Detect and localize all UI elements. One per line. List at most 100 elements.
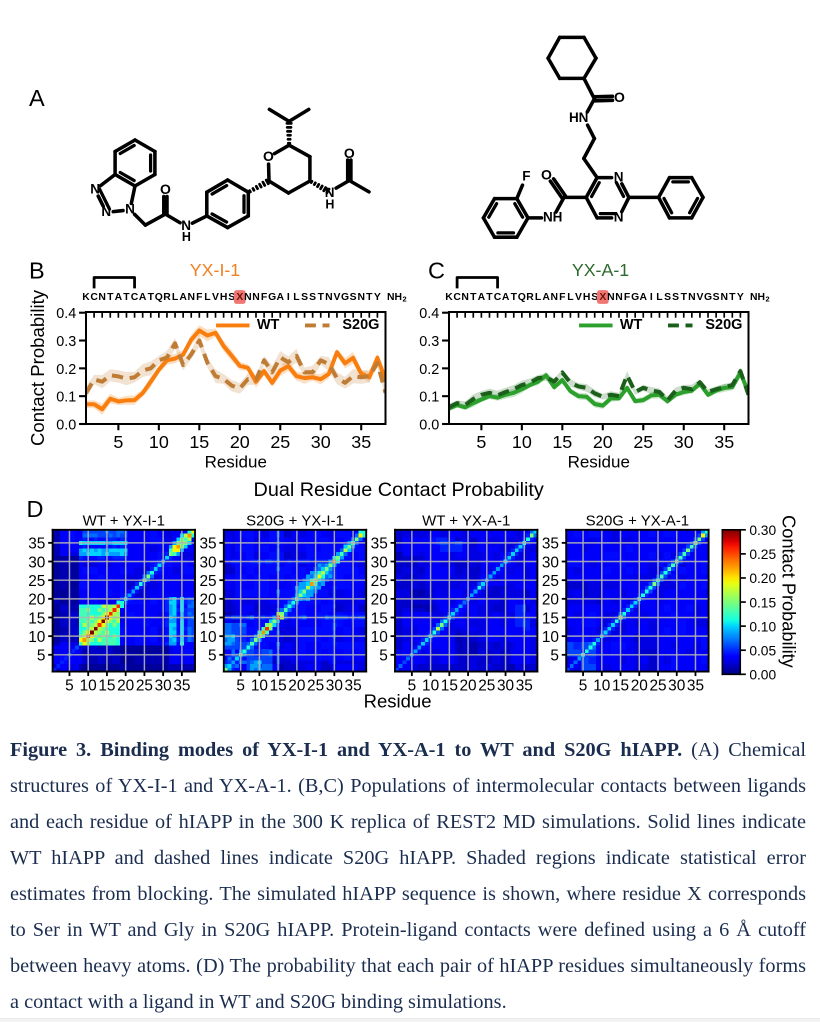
svg-text:L: L (293, 292, 300, 303)
svg-text:20: 20 (288, 678, 305, 695)
svg-text:0.0: 0.0 (56, 417, 76, 433)
svg-text:S20G: S20G (342, 317, 379, 333)
svg-text:15: 15 (270, 678, 287, 695)
svg-text:Dual Residue Contact Probabili: Dual Residue Contact Probability (254, 479, 544, 501)
svg-text:10: 10 (149, 432, 169, 452)
svg-text:25: 25 (199, 573, 216, 590)
svg-text:20: 20 (371, 592, 388, 609)
svg-text:0.4: 0.4 (419, 306, 439, 322)
svg-text:F: F (196, 292, 202, 303)
svg-text:5: 5 (579, 678, 588, 695)
svg-text:5: 5 (550, 648, 559, 665)
svg-text:35: 35 (28, 536, 45, 553)
svg-text:YX-A-1: YX-A-1 (572, 260, 629, 280)
svg-text:T: T (107, 292, 114, 303)
svg-text:A: A (502, 292, 510, 303)
svg-text:25: 25 (649, 678, 666, 695)
svg-text:R: R (163, 292, 171, 303)
svg-text:35: 35 (351, 432, 371, 452)
svg-text:35: 35 (371, 536, 388, 553)
svg-text:5: 5 (37, 648, 46, 665)
svg-text:C: C (131, 292, 139, 303)
svg-text:30: 30 (674, 432, 694, 452)
svg-text:20: 20 (460, 678, 477, 695)
svg-text:N: N (325, 185, 335, 200)
svg-text:L: L (535, 292, 542, 303)
svg-text:N: N (688, 292, 696, 303)
svg-text:V: V (696, 292, 703, 303)
svg-text:T: T (123, 292, 130, 303)
svg-text:T: T (366, 292, 373, 303)
svg-text:T: T (729, 292, 736, 303)
svg-text:35: 35 (173, 678, 190, 695)
svg-text:N: N (720, 292, 728, 303)
svg-text:15: 15 (98, 678, 115, 695)
svg-text:Q: Q (518, 292, 526, 303)
svg-text:Y: Y (737, 292, 744, 303)
svg-text:0.4: 0.4 (56, 306, 76, 322)
svg-text:A: A (277, 292, 285, 303)
svg-text:G: G (268, 292, 276, 303)
svg-text:20: 20 (28, 592, 45, 609)
svg-text:0.15: 0.15 (749, 595, 776, 610)
svg-text:NH: NH (750, 292, 765, 303)
svg-text:N: N (252, 292, 260, 303)
svg-text:O: O (541, 166, 552, 182)
svg-text:35: 35 (199, 536, 216, 553)
svg-text:30: 30 (668, 678, 685, 695)
svg-text:N: N (98, 292, 106, 303)
svg-text:0.1: 0.1 (419, 390, 439, 406)
svg-text:O: O (344, 145, 355, 161)
svg-text:0.10: 0.10 (749, 619, 776, 634)
svg-text:T: T (470, 292, 477, 303)
svg-text:25: 25 (28, 573, 45, 590)
svg-text:Contact Probability: Contact Probability (27, 289, 48, 446)
svg-text:30: 30 (497, 678, 514, 695)
svg-text:35: 35 (516, 678, 533, 695)
svg-text:WT: WT (257, 317, 280, 333)
svg-text:30: 30 (28, 554, 45, 571)
svg-text:F: F (522, 169, 530, 184)
svg-text:H: H (182, 230, 191, 244)
svg-text:0.00: 0.00 (749, 668, 776, 683)
svg-text:0.2: 0.2 (56, 362, 76, 378)
svg-text:20: 20 (542, 592, 559, 609)
svg-text:F: F (624, 292, 630, 303)
svg-text:25: 25 (542, 573, 559, 590)
svg-text:S: S (713, 292, 720, 303)
svg-text:YX-I-1: YX-I-1 (190, 260, 241, 280)
svg-text:NH: NH (387, 292, 402, 303)
svg-text:T: T (681, 292, 688, 303)
svg-text:S: S (591, 292, 598, 303)
svg-text:Residue: Residue (568, 452, 630, 471)
svg-text:WT + YX-I-1: WT + YX-I-1 (83, 513, 165, 530)
svg-text:30: 30 (371, 554, 388, 571)
svg-text:25: 25 (136, 678, 153, 695)
svg-text:S: S (672, 292, 679, 303)
svg-text:10: 10 (542, 629, 559, 646)
svg-text:WT + YX-A-1: WT + YX-A-1 (422, 513, 510, 530)
svg-text:H: H (325, 197, 334, 211)
svg-text:A: A (115, 292, 123, 303)
svg-text:15: 15 (199, 610, 216, 627)
svg-text:S20G + YX-A-1: S20G + YX-A-1 (586, 513, 690, 530)
svg-text:I: I (287, 292, 290, 303)
svg-text:Residue: Residue (205, 452, 267, 471)
svg-text:2: 2 (402, 294, 406, 303)
svg-text:0.0: 0.0 (419, 417, 439, 433)
svg-text:T: T (511, 292, 518, 303)
svg-text:N: N (90, 182, 100, 197)
svg-text:I: I (650, 292, 653, 303)
svg-text:HN: HN (569, 110, 589, 125)
svg-text:30: 30 (542, 554, 559, 571)
svg-text:D: D (27, 496, 44, 522)
svg-text:T: T (318, 292, 325, 303)
svg-text:5: 5 (236, 678, 245, 695)
svg-text:15: 15 (542, 610, 559, 627)
svg-text:10: 10 (422, 678, 439, 695)
svg-text:N: N (607, 292, 615, 303)
svg-text:L: L (204, 292, 211, 303)
svg-text:N: N (101, 204, 111, 219)
svg-text:N: N (244, 292, 252, 303)
svg-text:5: 5 (208, 648, 217, 665)
